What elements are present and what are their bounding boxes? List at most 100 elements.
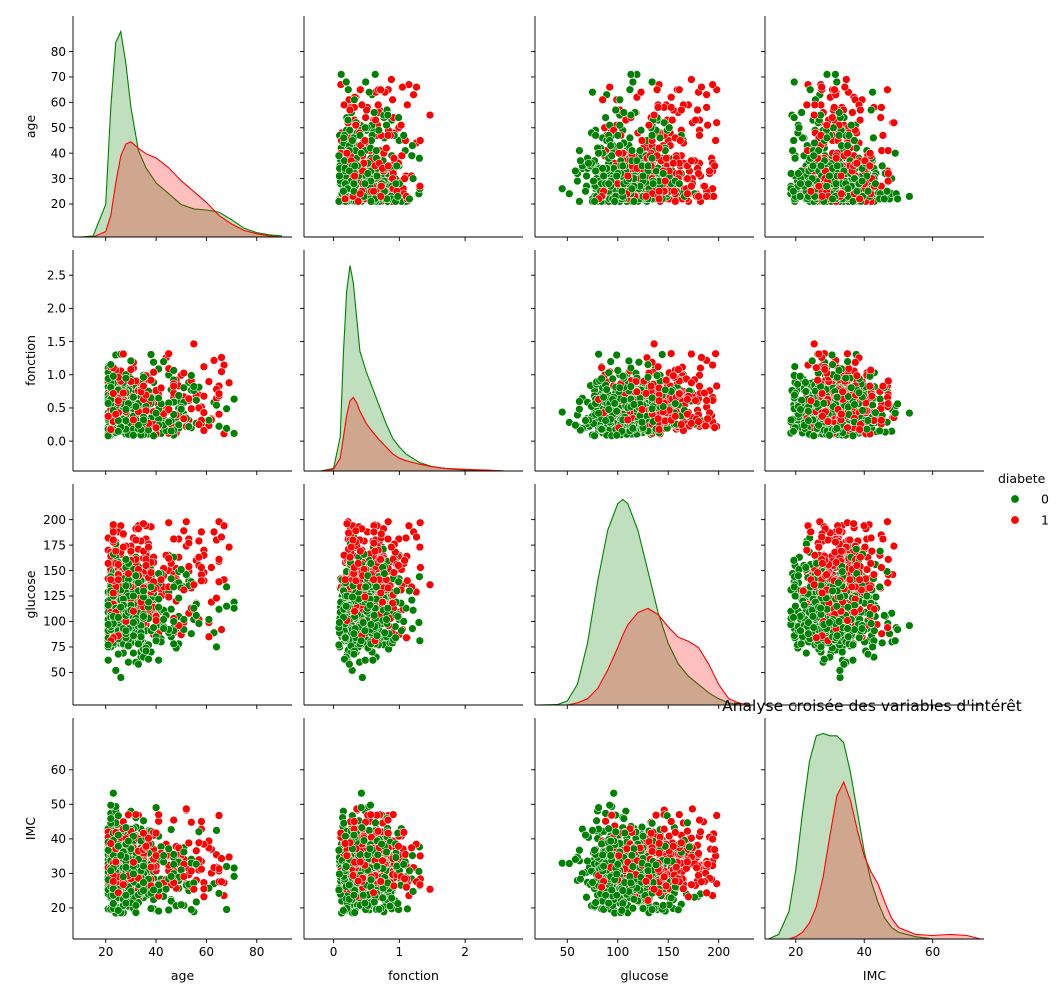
scatter-point: [104, 399, 113, 408]
y-tick-label: 1.0: [47, 368, 66, 382]
scatter-point: [400, 174, 409, 183]
scatter-point: [396, 121, 406, 130]
scatter-point: [625, 85, 635, 94]
scatter-point: [691, 115, 700, 125]
scatter-point: [204, 632, 214, 641]
scatter-point: [594, 409, 603, 418]
scatter-point: [806, 85, 815, 94]
scatter-point: [905, 408, 914, 418]
scatter-point: [863, 416, 873, 425]
scatter-point: [661, 385, 670, 395]
scatter-point: [114, 396, 123, 405]
scatter-point: [612, 171, 621, 181]
scatter-point: [847, 121, 856, 130]
scatter-point: [694, 417, 703, 426]
scatter-point: [129, 648, 138, 658]
scatter-point: [169, 382, 178, 391]
scatter-point: [883, 85, 892, 94]
scatter-point: [182, 517, 191, 526]
scatter-point: [340, 194, 350, 204]
scatter-point: [222, 424, 231, 433]
scatter-point: [653, 414, 663, 423]
scatter-point: [407, 151, 416, 160]
scatter-point: [217, 625, 226, 634]
scatter-point: [384, 161, 393, 171]
scatter-point: [667, 93, 676, 102]
scatter-point: [701, 421, 710, 431]
scatter-point: [229, 394, 239, 404]
scatter-point: [880, 194, 889, 204]
scatter-point: [629, 400, 639, 409]
scatter-point: [109, 520, 118, 529]
scatter-point: [810, 339, 819, 349]
scatter-point: [139, 373, 148, 382]
scatter-point: [194, 420, 204, 429]
scatter-point: [702, 396, 711, 405]
scatter-point: [403, 100, 412, 110]
scatter-point: [199, 408, 209, 417]
scatter-point: [558, 184, 567, 193]
scatter-point: [356, 85, 365, 94]
scatter-point: [335, 171, 344, 181]
scatter-point: [878, 382, 888, 391]
scatter-point: [575, 397, 584, 406]
scatter-point: [189, 382, 198, 391]
scatter-point: [383, 110, 392, 120]
scatter-point: [217, 367, 226, 376]
scatter-point: [612, 431, 621, 440]
scatter-point: [869, 133, 878, 143]
scatter-point: [893, 399, 902, 409]
scatter-point: [599, 171, 608, 181]
scatter-point: [636, 88, 646, 97]
scatter-point: [628, 77, 638, 87]
scatter-point: [653, 103, 663, 112]
scatter-point: [119, 388, 128, 398]
scatter-point: [129, 415, 138, 425]
y-tick-label: 50: [51, 121, 66, 135]
scatter-point: [408, 141, 417, 150]
scatter-point: [179, 368, 188, 378]
scatter-point: [711, 136, 720, 145]
scatter-point: [348, 136, 357, 145]
scatter-point: [788, 146, 797, 155]
scatter-point: [822, 121, 831, 130]
scatter-point: [372, 146, 381, 155]
scatter-point: [376, 85, 385, 94]
scatter-point: [817, 389, 827, 398]
scatter-point: [146, 376, 156, 385]
scatter-point: [804, 179, 813, 188]
scatter-point: [224, 378, 234, 387]
scatter-point: [828, 194, 837, 204]
scatter-point: [189, 339, 198, 349]
scatter-point: [617, 187, 626, 196]
scatter-point: [139, 381, 148, 391]
scatter-point: [204, 377, 214, 386]
scatter-point: [121, 374, 131, 383]
scatter-point: [871, 179, 880, 188]
scatter-point: [625, 133, 635, 143]
scatter-point: [345, 105, 355, 115]
scatter-point: [382, 121, 391, 130]
scatter-point: [342, 77, 351, 87]
scatter-point: [151, 409, 161, 418]
scatter-point: [814, 182, 823, 191]
scatter-point: [822, 70, 832, 79]
scatter-point: [843, 357, 852, 366]
scatter-point: [884, 169, 893, 178]
scatter-point: [597, 425, 606, 434]
scatter-point: [671, 412, 680, 421]
scatter-point: [164, 417, 173, 427]
scatter-point: [647, 404, 657, 413]
y-tick-label: 60: [51, 96, 66, 110]
scatter-point: [703, 414, 712, 423]
scatter-point: [126, 365, 136, 374]
scatter-point: [875, 426, 884, 436]
y-tick-label: 1.5: [47, 335, 66, 349]
scatter-point: [219, 521, 229, 530]
scatter-point: [808, 356, 817, 366]
scatter-point: [671, 399, 680, 408]
scatter-point: [794, 169, 803, 178]
scatter-point: [149, 368, 158, 377]
scatter-point: [575, 405, 584, 414]
